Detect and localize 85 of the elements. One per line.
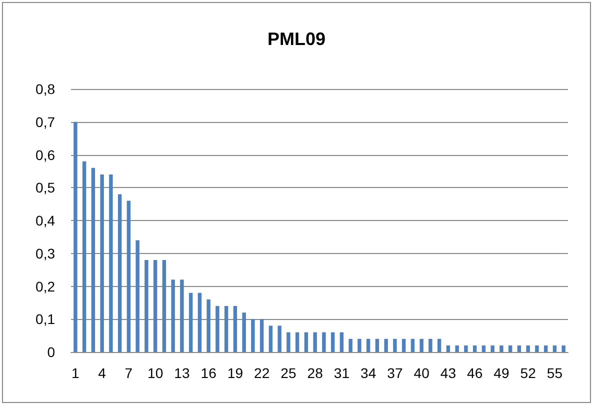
bar	[366, 338, 370, 352]
bar	[144, 260, 148, 352]
bar	[410, 338, 415, 352]
bar	[295, 332, 300, 352]
bar	[517, 345, 522, 352]
x-tick-label: 55	[546, 365, 563, 381]
bar	[180, 280, 184, 352]
y-tick-label: 0,8	[36, 81, 56, 97]
bar	[286, 332, 290, 352]
x-tick-label: 52	[520, 365, 536, 381]
bar	[206, 299, 210, 352]
bar	[428, 338, 432, 352]
bar	[464, 345, 468, 352]
bar	[118, 194, 122, 352]
bar	[375, 338, 380, 352]
bar	[322, 332, 326, 352]
bar	[402, 338, 406, 352]
y-tick-label: 0,4	[36, 212, 56, 228]
x-tick-label: 19	[227, 365, 244, 381]
x-tick-label: 37	[387, 365, 403, 381]
y-tick-label: 0	[47, 344, 56, 360]
x-tick-label: 1	[72, 365, 80, 381]
x-tick-label: 40	[414, 365, 430, 381]
x-tick-label: 7	[124, 365, 133, 381]
x-tick-label: 25	[280, 365, 296, 381]
bar	[535, 345, 539, 352]
bar	[500, 345, 504, 352]
bar	[216, 306, 220, 352]
bar	[242, 312, 246, 352]
bar	[446, 345, 450, 352]
bar	[393, 338, 397, 352]
bar	[100, 174, 104, 352]
bar	[330, 332, 335, 352]
bar	[562, 345, 566, 352]
bar	[482, 345, 486, 352]
bar	[251, 319, 255, 352]
bar	[162, 260, 166, 352]
bar	[224, 306, 228, 352]
bar	[74, 122, 78, 352]
bar	[420, 338, 424, 352]
bar	[472, 345, 477, 352]
bar	[260, 319, 264, 352]
y-tick-label: 0,2	[36, 278, 56, 294]
bar	[82, 161, 86, 352]
bar	[313, 332, 317, 352]
chart-title: PML09	[267, 29, 326, 49]
x-tick-label: 16	[200, 365, 217, 381]
bar	[198, 292, 202, 352]
bar	[358, 338, 362, 352]
bar	[136, 240, 140, 352]
bar	[188, 292, 193, 352]
bar	[171, 280, 175, 352]
y-tick-label: 0,5	[36, 180, 56, 196]
x-tick-label: 13	[174, 365, 190, 381]
bar	[109, 174, 113, 352]
y-tick-label: 0,1	[36, 311, 56, 328]
bar	[455, 345, 459, 352]
y-tick-label: 0,6	[36, 146, 56, 163]
x-tick-label: 31	[334, 365, 350, 381]
x-tick-label: 43	[440, 365, 456, 381]
bar	[278, 326, 282, 352]
y-tick-label: 0,3	[36, 245, 56, 262]
bar	[304, 332, 308, 352]
x-tick-label: 46	[467, 365, 483, 381]
bar	[508, 345, 512, 352]
x-tick-label: 34	[360, 365, 376, 381]
x-tick-label: 28	[307, 365, 324, 381]
x-tick-label: 49	[494, 365, 510, 381]
bar	[340, 332, 344, 352]
y-tick-label: 0,7	[36, 114, 56, 130]
bar	[126, 200, 131, 352]
x-tick-label: 10	[148, 365, 164, 381]
bar	[153, 260, 158, 352]
bar	[490, 345, 494, 352]
bar	[552, 345, 557, 352]
bar	[348, 338, 352, 352]
bar	[384, 338, 388, 352]
bar	[437, 338, 442, 352]
x-tick-label: 4	[98, 365, 106, 381]
bar	[91, 168, 96, 352]
bar	[544, 345, 548, 352]
bar	[233, 306, 238, 352]
x-tick-label: 22	[254, 365, 270, 381]
bar	[268, 326, 273, 352]
bar	[526, 345, 530, 352]
